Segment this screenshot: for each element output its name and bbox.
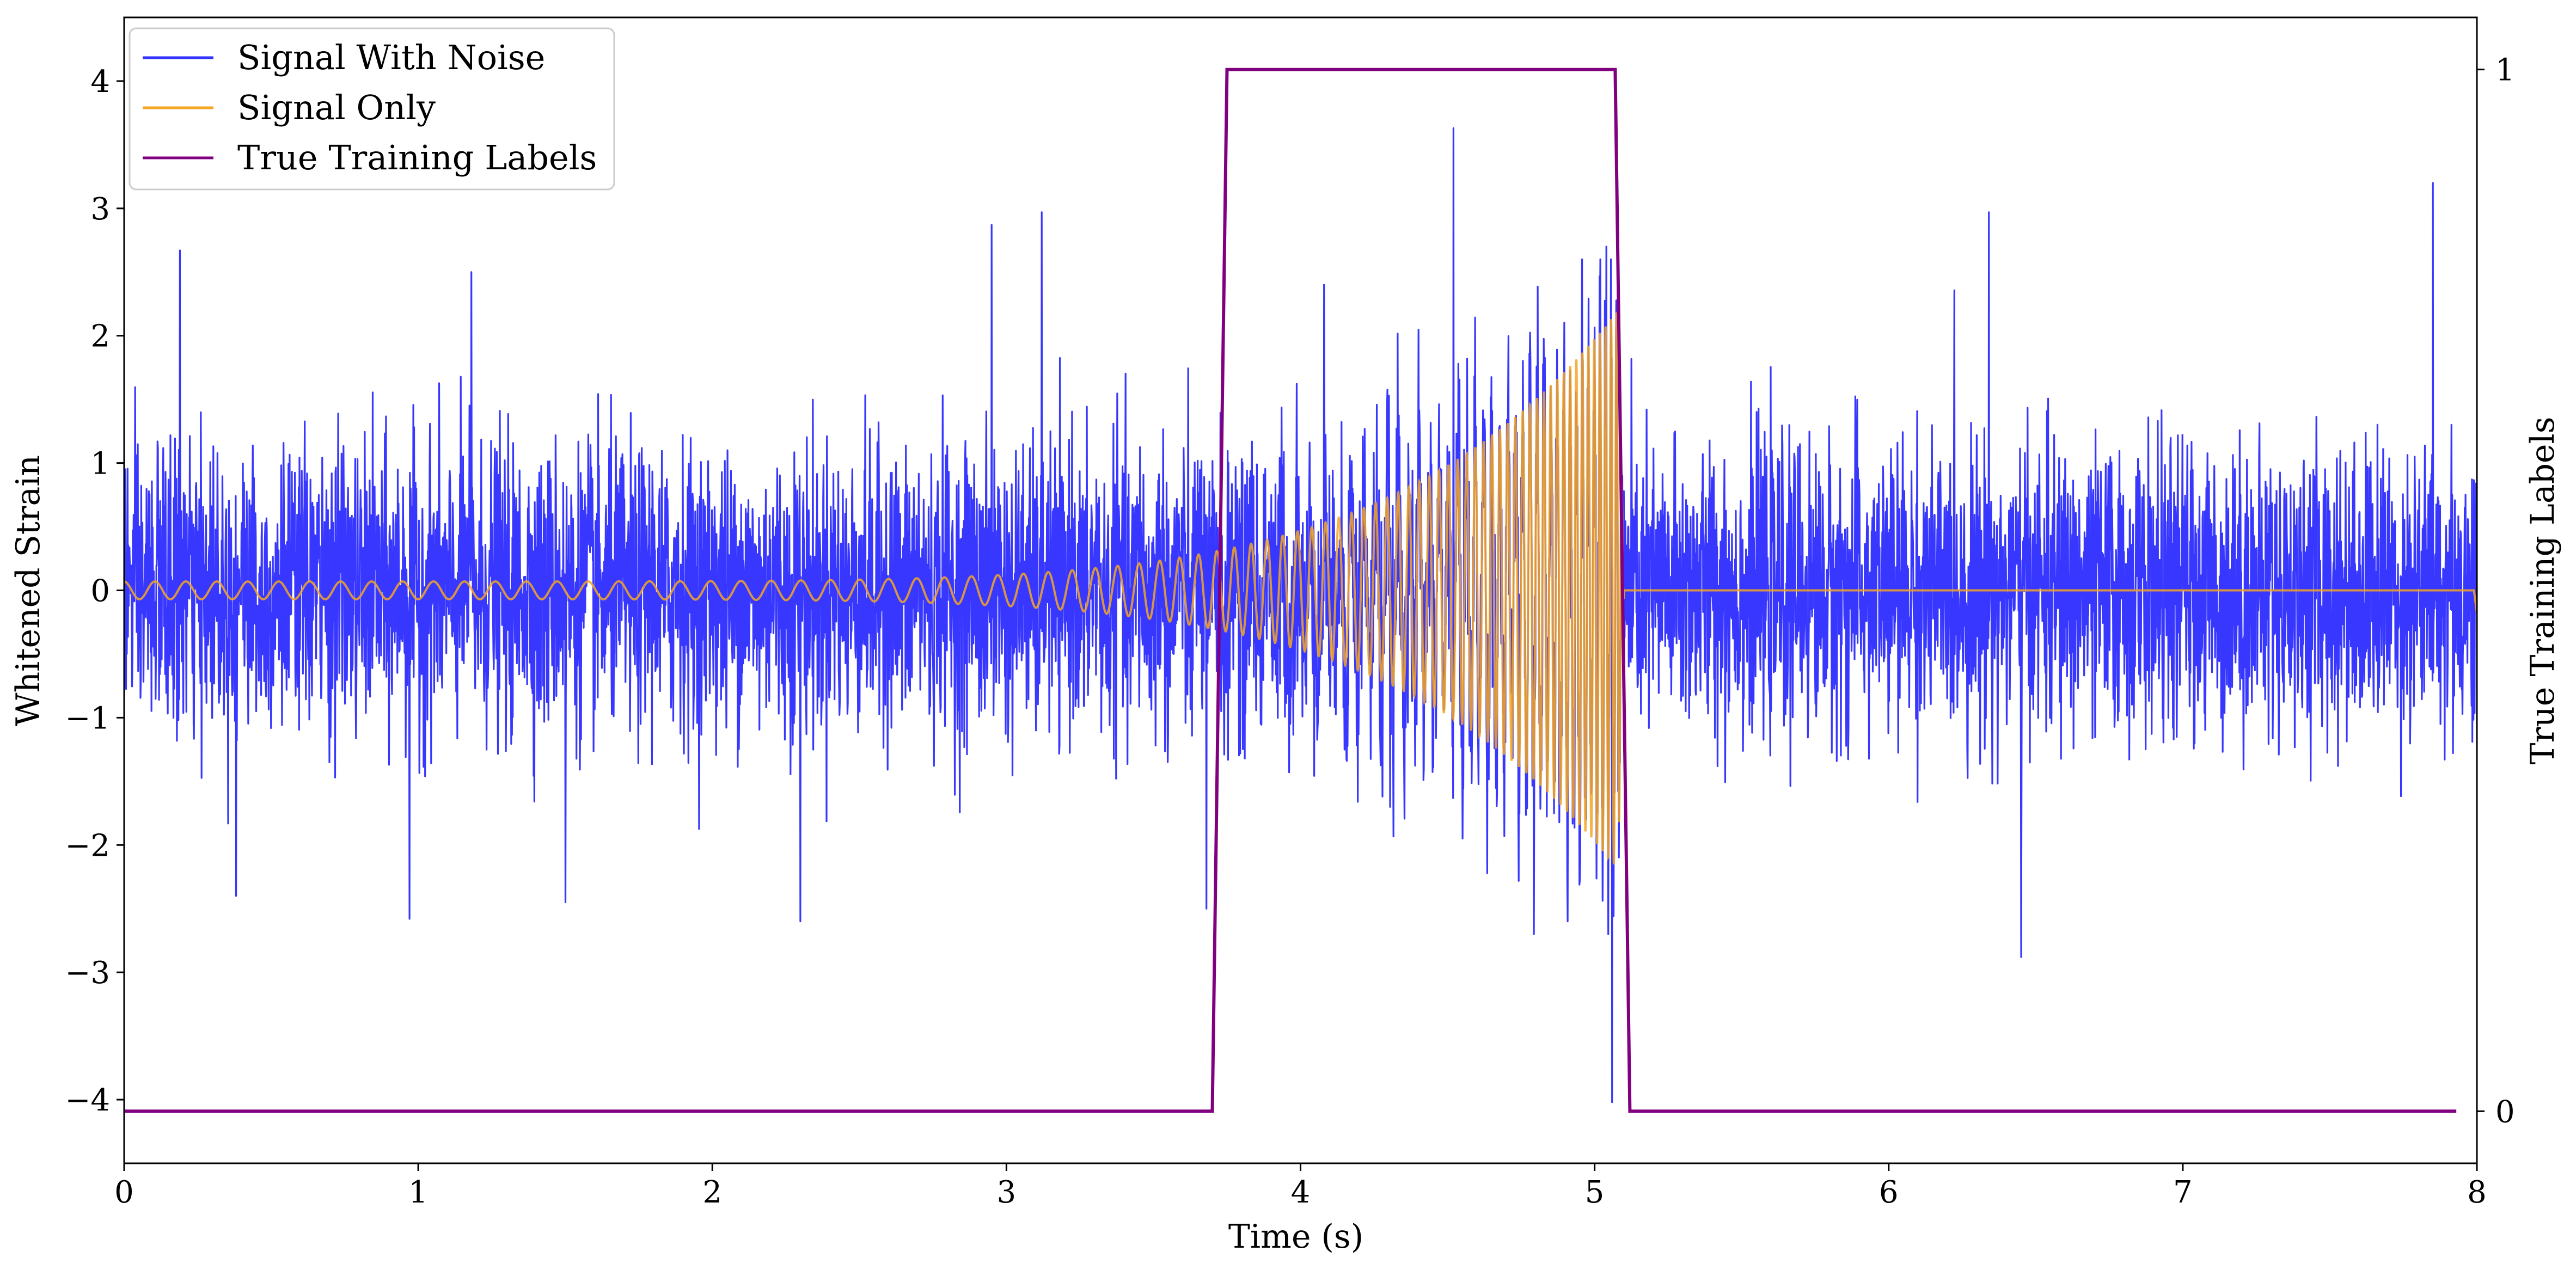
y-tick-label: 3 bbox=[90, 192, 110, 227]
legend-label: Signal Only bbox=[237, 88, 436, 127]
legend-box bbox=[129, 27, 615, 191]
x-axis-ticks: 0 1 2 3 4 5 6 7 8 bbox=[114, 1163, 2487, 1210]
y-tick-label: 4 bbox=[90, 64, 110, 100]
y-tick-label: −3 bbox=[65, 955, 110, 991]
y2-axis-ticks: 10 bbox=[2477, 53, 2515, 1130]
y-tick-label: −1 bbox=[65, 701, 110, 736]
legend-label: True Training Labels bbox=[237, 138, 597, 177]
x-tick-label: 0 bbox=[114, 1175, 134, 1210]
y-tick-label: −4 bbox=[65, 1083, 110, 1118]
x-tick-label: 2 bbox=[702, 1175, 722, 1210]
legend: Signal With Noise Signal Only True Trainin… bbox=[129, 27, 615, 191]
x-tick-label: 3 bbox=[997, 1175, 1017, 1210]
y-tick-label: −2 bbox=[65, 828, 110, 863]
y2-tick-label: 0 bbox=[2495, 1094, 2515, 1130]
x-tick-label: 6 bbox=[1879, 1175, 1899, 1210]
x-axis-label: Time (s) bbox=[1228, 1218, 1363, 1256]
legend-label: Signal With Noise bbox=[237, 38, 545, 77]
series-line-true-training-labels bbox=[124, 68, 2457, 1113]
y-axis-label: Whitened Strain bbox=[9, 455, 47, 726]
y-tick-label: 0 bbox=[90, 574, 110, 609]
x-tick-label: 5 bbox=[1585, 1175, 1605, 1210]
y-tick-label: 2 bbox=[90, 319, 110, 354]
y-tick-label: 1 bbox=[90, 446, 110, 482]
y2-tick-label: 1 bbox=[2495, 53, 2515, 88]
y-axis-ticks: 4 3 2 1 0 −1 −2 −3 −4 bbox=[65, 64, 124, 1118]
series-line-signal-only bbox=[124, 312, 2477, 864]
x-tick-label: 7 bbox=[2173, 1175, 2193, 1210]
plot-area bbox=[124, 68, 2477, 1113]
x-tick-label: 1 bbox=[408, 1175, 428, 1210]
y2-axis-label: True Training Labels bbox=[2524, 416, 2562, 764]
x-tick-label: 4 bbox=[1291, 1175, 1311, 1210]
x-tick-label: 8 bbox=[2467, 1175, 2487, 1210]
